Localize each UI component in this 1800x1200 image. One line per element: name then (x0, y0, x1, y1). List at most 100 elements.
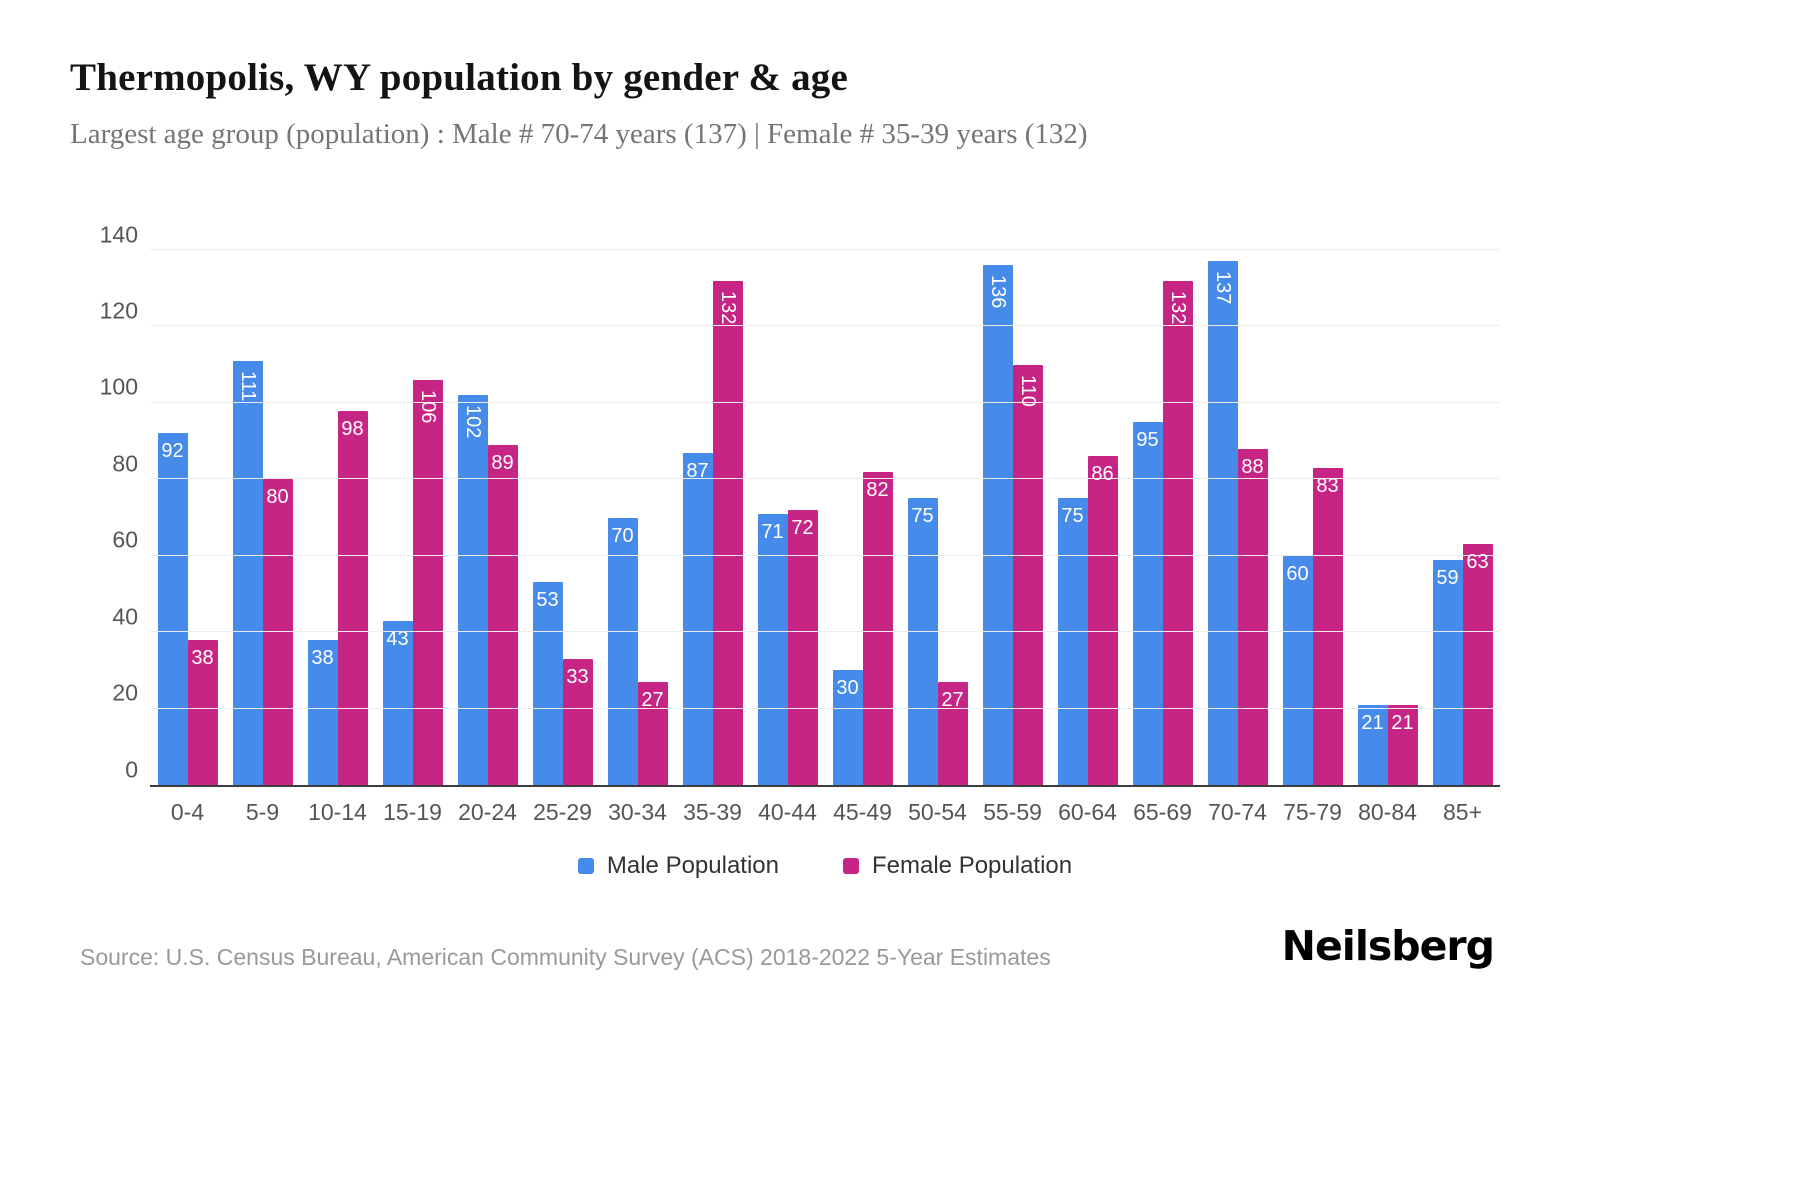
bar-group-0-4: 92 38 0-4 (150, 250, 225, 825)
male-bar[interactable]: 137 (1207, 261, 1238, 785)
x-axis-category-label: 80-84 (1358, 799, 1417, 825)
chart-subtitle: Largest age group (population) : Male # … (70, 118, 1088, 150)
gridline (150, 325, 1500, 327)
bar-value-label: 132 (1167, 290, 1189, 324)
bar-value-label: 111 (237, 370, 259, 402)
male-bar[interactable]: 111 (232, 360, 263, 785)
bar-value-label: 89 (491, 451, 514, 474)
female-bar[interactable]: 110 (1012, 364, 1043, 785)
female-bar[interactable]: 86 (1087, 456, 1118, 785)
bar-value-label: 38 (191, 646, 214, 669)
bar-value-label: 95 (1136, 428, 1159, 451)
female-bar[interactable]: 27 (637, 681, 668, 785)
female-bar[interactable]: 98 (337, 410, 368, 785)
male-bar[interactable]: 95 (1132, 421, 1163, 785)
bar-group-10-14: 38 98 10-14 (300, 250, 375, 825)
bar-value-label: 27 (641, 688, 664, 711)
y-axis-tick-label: 60 (112, 526, 138, 553)
female-bar[interactable]: 89 (487, 444, 518, 785)
male-bar[interactable]: 30 (832, 670, 863, 785)
page-title: Thermopolis, WY population by gender & a… (70, 56, 849, 99)
bar-value-label: 43 (386, 627, 409, 650)
bar-value-label: 110 (1017, 374, 1039, 407)
male-bar[interactable]: 60 (1282, 555, 1313, 785)
bar-value-label: 21 (1361, 711, 1384, 734)
male-bar[interactable]: 43 (382, 620, 413, 785)
female-bar[interactable]: 83 (1312, 467, 1343, 785)
bar-value-label: 88 (1241, 455, 1264, 478)
bar-value-label: 82 (866, 478, 889, 501)
male-bar[interactable]: 53 (532, 582, 563, 785)
gridline (150, 249, 1500, 250)
male-bar[interactable]: 136 (982, 265, 1013, 785)
male-bar[interactable]: 102 (457, 395, 488, 785)
male-bar[interactable]: 92 (157, 433, 188, 785)
bar-value-label: 71 (761, 520, 784, 543)
gridline (150, 707, 1500, 709)
male-bar[interactable]: 71 (757, 513, 788, 785)
gridline (150, 478, 1500, 480)
bar-value-label: 132 (717, 290, 739, 324)
gridline (150, 554, 1500, 556)
bar-value-label: 38 (311, 646, 334, 669)
bar-value-label: 106 (417, 389, 439, 424)
x-axis-category-label: 35-39 (683, 799, 742, 825)
male-bar[interactable]: 75 (1057, 498, 1088, 785)
bar-value-label: 92 (161, 440, 184, 463)
bar-value-label: 83 (1316, 474, 1339, 497)
y-axis-tick-label: 20 (112, 679, 138, 706)
female-bar[interactable]: 27 (937, 681, 968, 785)
male-bar[interactable]: 70 (607, 517, 638, 785)
bar-value-label: 102 (462, 405, 484, 439)
x-axis-category-label: 30-34 (608, 799, 667, 825)
y-axis-tick-label: 100 (99, 373, 138, 400)
x-axis-category-label: 70-74 (1208, 799, 1267, 825)
female-bar[interactable]: 38 (187, 639, 218, 785)
x-axis-category-label: 5-9 (245, 799, 280, 825)
bar-value-label: 75 (911, 505, 934, 528)
legend-item-female[interactable]: Female Population (843, 852, 1072, 880)
bar-group-15-19: 43 106 15-19 (375, 250, 450, 825)
y-axis-tick-label: 0 (125, 756, 138, 782)
female-bar[interactable]: 88 (1237, 448, 1268, 785)
x-axis-category-label: 40-44 (758, 799, 817, 825)
legend-label-male: Male Population (606, 852, 779, 879)
gridline (150, 631, 1500, 633)
bar-group-75-79: 60 83 75-79 (1275, 250, 1350, 825)
female-bar[interactable]: 21 (1387, 704, 1418, 785)
chart-legend: Male Population Female Population (150, 852, 1500, 880)
y-axis-tick-label: 80 (112, 450, 138, 477)
x-axis-category-label: 65-69 (1133, 799, 1192, 825)
male-bar[interactable]: 75 (907, 498, 938, 785)
male-bar[interactable]: 87 (682, 452, 713, 785)
bar-group-50-54: 75 27 50-54 (900, 250, 975, 825)
female-bar[interactable]: 132 (1162, 280, 1193, 785)
bar-value-label: 87 (686, 459, 709, 482)
female-bar[interactable]: 132 (712, 280, 743, 785)
female-bar[interactable]: 106 (412, 379, 443, 785)
bar-value-label: 59 (1436, 566, 1459, 589)
bar-value-label: 98 (341, 417, 364, 440)
female-bar[interactable]: 33 (562, 658, 593, 785)
source-text: Source: U.S. Census Bureau, American Com… (80, 944, 1051, 970)
x-axis-category-label: 20-24 (458, 799, 517, 825)
bar-value-label: 53 (536, 589, 559, 612)
female-bar[interactable]: 63 (1462, 544, 1493, 785)
bar-group-65-69: 95 132 65-69 (1125, 250, 1200, 825)
bar-value-label: 70 (611, 524, 634, 547)
female-legend-swatch-icon (843, 858, 859, 874)
legend-item-male[interactable]: Male Population (577, 852, 779, 880)
x-axis-category-label: 75-79 (1283, 799, 1342, 825)
female-bar[interactable]: 82 (862, 471, 893, 785)
bar-group-60-64: 75 86 60-64 (1050, 250, 1125, 825)
y-axis-tick-label: 140 (99, 221, 138, 247)
bar-group-20-24: 102 89 20-24 (450, 250, 525, 825)
gridline (150, 401, 1500, 403)
male-bar[interactable]: 59 (1432, 559, 1463, 785)
male-bar[interactable]: 21 (1357, 704, 1388, 785)
female-bar[interactable]: 72 (787, 509, 818, 785)
bar-groups: 92 38 0-4 111 80 5-9 38 98 10-14 43 106 15-19 102 89 2… (150, 250, 1500, 825)
bar-value-label: 27 (941, 688, 964, 711)
male-bar[interactable]: 38 (307, 639, 338, 785)
bar-group-30-34: 70 27 30-34 (600, 250, 675, 825)
